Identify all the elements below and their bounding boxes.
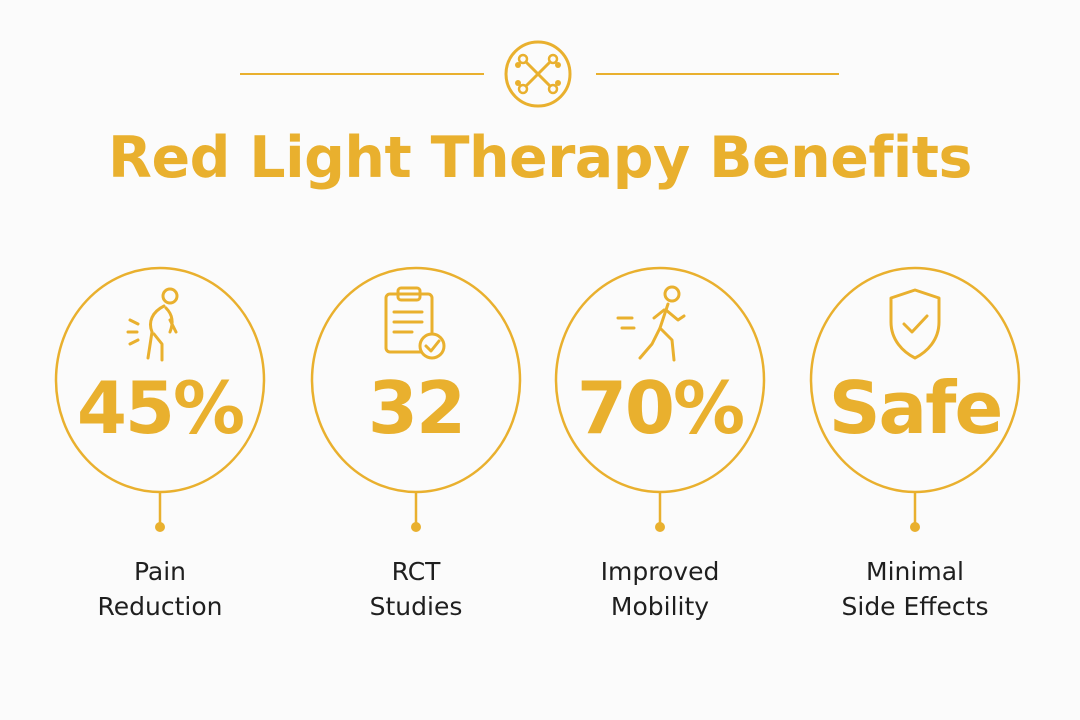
stat-card-rct-studies: 32 RCT Studies [306, 262, 526, 621]
stat-label-line: Reduction [97, 592, 223, 621]
stat-value: 45% [76, 366, 245, 450]
stat-label-line: Improved [600, 557, 720, 586]
stat-label: Pain Reduction [30, 554, 290, 624]
stat-label-line: Mobility [610, 592, 710, 621]
crossed-bones-icon [504, 40, 572, 108]
stat-frame [554, 266, 766, 532]
walking-person-icon [616, 285, 686, 362]
header-divider-right [596, 73, 839, 75]
stat-label-line: Studies [369, 592, 463, 621]
stat-label: Minimal Side Effects [785, 554, 1045, 624]
page-title: Red Light Therapy Benefits [108, 125, 972, 191]
stat-card-minimal-side-effects: Safe Minimal Side Effects [805, 262, 1025, 621]
shield-check-icon [889, 288, 941, 360]
stat-card-improved-mobility: 70% Improved Mobility [550, 262, 770, 621]
stat-label: RCT Studies [286, 554, 546, 624]
stat-frame [809, 266, 1021, 532]
stat-label-line: Minimal [866, 557, 964, 586]
stat-label-line: Side Effects [841, 592, 989, 621]
stat-frame [310, 266, 522, 532]
stat-label: Improved Mobility [530, 554, 790, 624]
back-pain-icon [126, 287, 179, 362]
clipboard-check-icon [384, 286, 446, 360]
stat-frame [54, 266, 266, 532]
header-divider-left [240, 73, 484, 75]
stat-label-line: Pain [133, 557, 187, 586]
stat-card-pain-reduction: 45% Pain Reduction [50, 262, 270, 621]
stat-label-line: RCT [391, 557, 441, 586]
stat-value: 70% [576, 366, 745, 450]
stat-value: Safe [828, 366, 1004, 450]
stat-value: 32 [367, 366, 466, 450]
